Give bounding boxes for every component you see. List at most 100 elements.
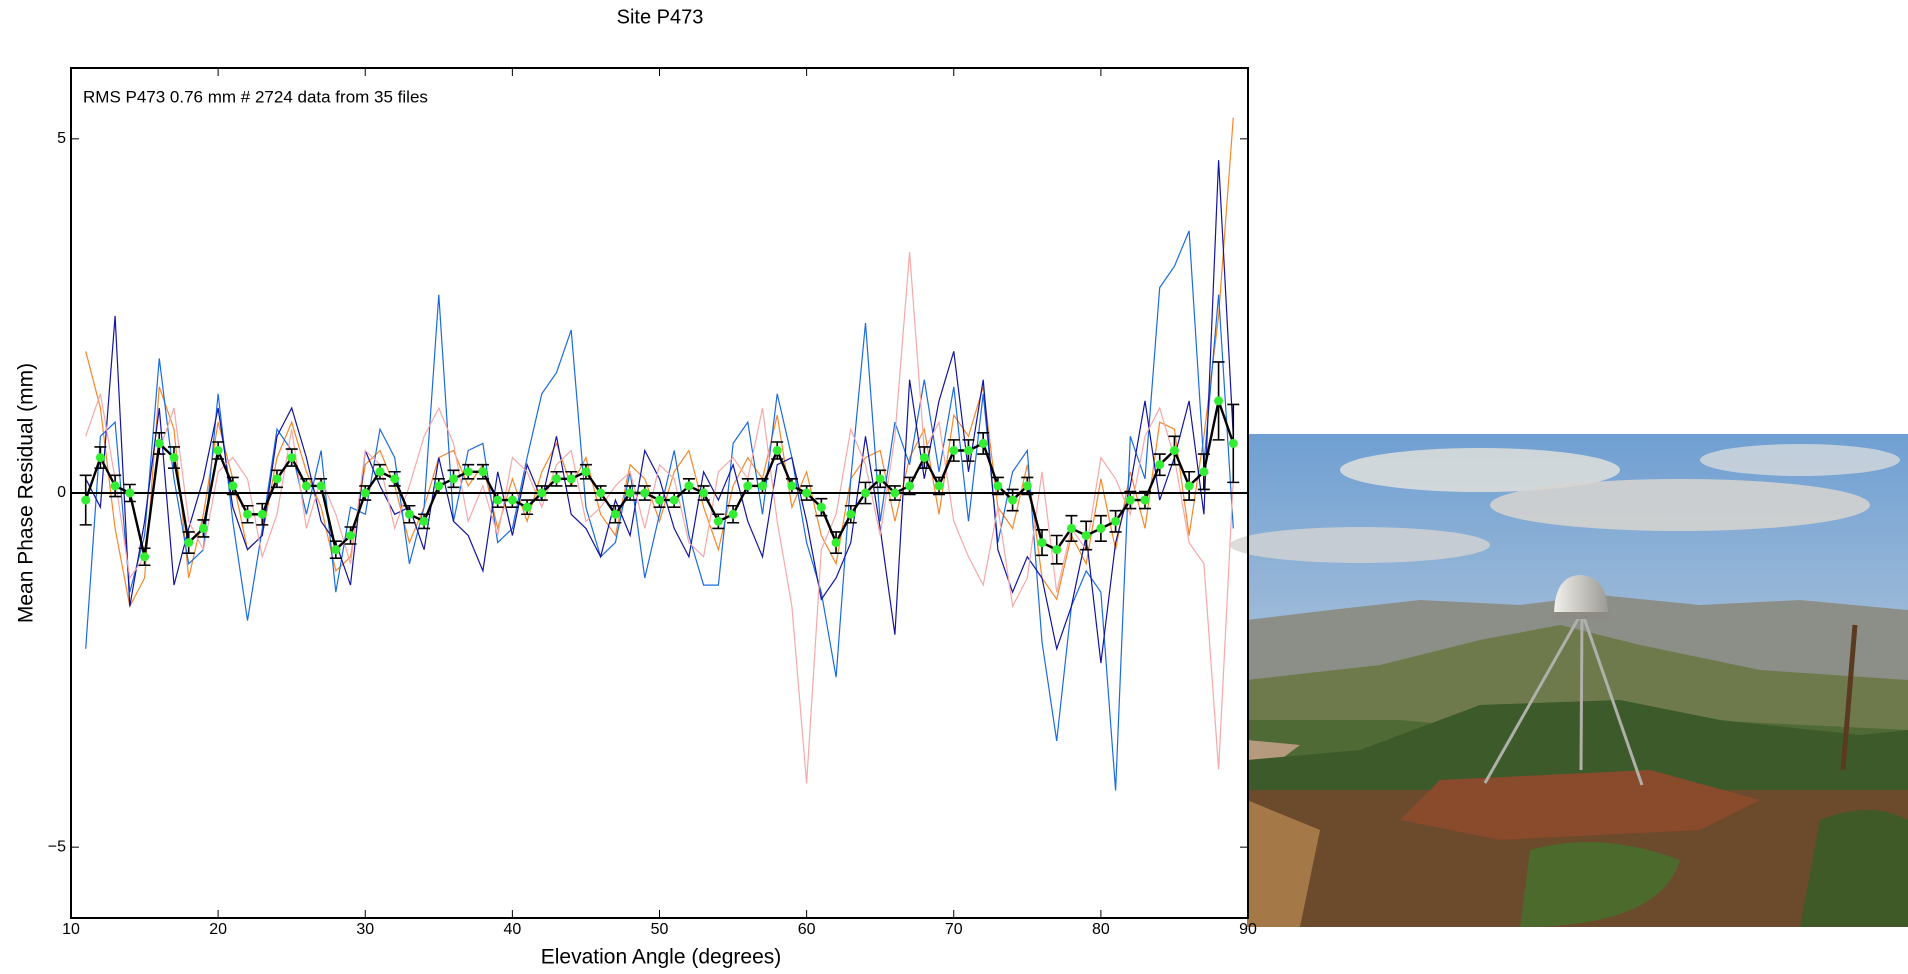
x-tick-label: 10	[62, 921, 80, 938]
annotation: RMS P473 0.76 mm # 2724 data from 35 fil…	[83, 87, 428, 106]
mean-point	[757, 481, 767, 491]
mean-point	[228, 481, 238, 491]
mean-point	[360, 488, 370, 498]
y-tick-label: −5	[48, 838, 66, 855]
mean-point	[375, 467, 385, 477]
mean-point	[890, 488, 900, 498]
mean-point	[699, 488, 709, 498]
chart-title: Site P473	[617, 6, 704, 28]
mean-point	[404, 509, 414, 519]
file-series	[85, 117, 1234, 791]
mean-point	[963, 446, 973, 455]
mean-point	[993, 481, 1003, 491]
mean-point	[905, 481, 915, 491]
x-tick-label: 60	[798, 921, 816, 938]
x-tick-label: 40	[503, 921, 521, 938]
mean-point	[846, 509, 856, 519]
mean-point	[537, 488, 547, 498]
mean-point	[522, 502, 532, 512]
mean-point	[1008, 495, 1018, 505]
mean-point	[198, 523, 208, 533]
mean-point	[713, 516, 723, 526]
mean-point	[81, 495, 91, 505]
mean-point	[684, 481, 694, 491]
x-tick-label: 50	[651, 921, 669, 938]
mean-point	[1081, 531, 1091, 540]
plot-area	[85, 117, 1234, 791]
mean-point	[169, 453, 179, 463]
mean-point	[1111, 516, 1121, 526]
mean-point	[816, 502, 826, 512]
mean-point	[493, 495, 503, 505]
mean-point	[596, 488, 606, 498]
mean-point	[743, 481, 753, 491]
mean-point	[331, 545, 341, 555]
x-tick-label: 70	[945, 921, 963, 938]
mean-point	[316, 481, 326, 491]
mean-point	[934, 481, 944, 491]
mean-point	[1169, 446, 1179, 455]
mean-point	[581, 467, 591, 477]
y-axis-label: Mean Phase Residual (mm)	[15, 363, 38, 623]
mean-point	[1052, 545, 1062, 555]
x-tick-label: 90	[1239, 921, 1257, 938]
mean-point	[1228, 438, 1238, 448]
mean-point	[1214, 396, 1224, 406]
mean-point	[449, 474, 459, 484]
mean-point	[507, 495, 517, 505]
mean-point	[243, 509, 253, 519]
mean-point	[772, 446, 782, 455]
x-tick-label: 80	[1092, 921, 1110, 938]
mean-point	[610, 509, 620, 519]
mean-point	[787, 481, 797, 491]
mean-point	[272, 474, 282, 484]
mean-point	[625, 488, 635, 498]
mean-point	[978, 438, 988, 448]
mean-point	[184, 538, 194, 548]
x-tick-label: 20	[209, 921, 227, 938]
file-line	[85, 230, 1234, 791]
mean-point	[1199, 467, 1209, 477]
mean-point	[390, 474, 400, 484]
file-line	[85, 160, 1234, 664]
mean-point	[213, 446, 223, 455]
mean-point	[125, 488, 135, 498]
mean-point	[1125, 495, 1135, 505]
mean-point	[1066, 523, 1076, 533]
mean-point	[552, 474, 562, 484]
mean-point	[875, 474, 885, 484]
mean-point	[1155, 460, 1165, 470]
mean-point	[802, 488, 812, 498]
mean-point	[669, 495, 679, 505]
mean-point	[301, 481, 311, 491]
mean-point	[728, 509, 738, 519]
x-axis-label: Elevation Angle (degrees)	[541, 946, 782, 969]
mean-point	[1037, 538, 1047, 548]
mean-point	[257, 509, 267, 519]
mean-point	[154, 438, 164, 448]
mean-point	[1096, 523, 1106, 533]
mean-point	[566, 474, 576, 484]
file-line	[85, 252, 1234, 784]
mean-point	[640, 488, 650, 498]
mean-point	[95, 453, 105, 463]
mean-point	[346, 531, 356, 540]
mean-point	[140, 552, 150, 562]
site-photo	[1230, 434, 1908, 927]
y-tick-label: 5	[57, 130, 66, 147]
y-tick-label: 0	[57, 484, 66, 501]
mean-point	[110, 481, 120, 491]
mean-point	[919, 453, 929, 463]
mean-point	[860, 488, 870, 498]
mean-point	[1022, 481, 1032, 491]
mean-point	[655, 495, 664, 505]
mean-point	[478, 467, 488, 477]
mean-point	[419, 516, 429, 526]
mean-point	[831, 538, 841, 548]
mean-point	[287, 453, 297, 463]
mean-point	[463, 467, 473, 477]
x-tick-label: 30	[356, 921, 374, 938]
mean-point	[1140, 495, 1150, 505]
